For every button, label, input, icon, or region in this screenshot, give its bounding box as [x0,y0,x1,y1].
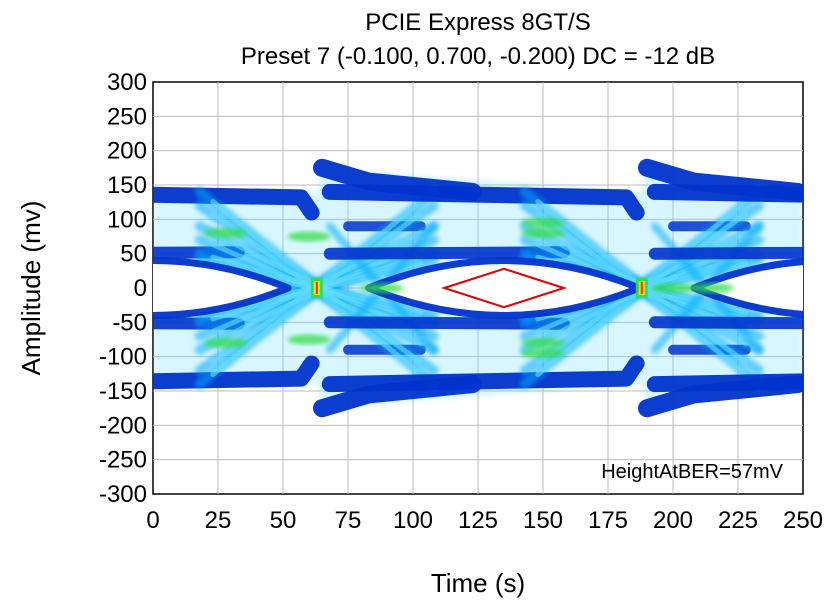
eye-hotspot-118 [690,283,734,293]
x-tick-label-2: 50 [270,507,297,534]
eye-hotspot-109 [203,228,248,239]
eye-hotspot-115 [521,217,565,228]
y-tick-label-5: 50 [120,241,147,268]
y-tick-label-11: -250 [99,447,147,474]
x-tick-labels: 0 25 50 75 100 125 150 175 200 225 250 [146,507,823,534]
x-tick-label-5: 125 [458,507,498,534]
eye-mask [440,267,568,309]
eye-trace-70 [646,373,803,393]
eye-trace-74 [648,316,803,330]
y-tick-label-7: -50 [112,309,147,336]
eye-mask-diamond [440,267,568,309]
eye-trace-104 [153,257,292,319]
y-tick-label-1: 250 [107,103,147,130]
y-tick-labels: 300 250 200 150 100 50 0 -50 -100 -150 -200 -250 -30… [99,69,147,508]
y-tick-label-4: 100 [107,206,147,233]
eye-hotspot-111 [287,231,331,242]
chart-subtitle: Preset 7 (-0.100, 0.700, -0.200) DC = -1… [241,43,715,70]
x-tick-label-3: 75 [335,507,362,534]
eye-trace-35 [321,183,645,221]
y-tick-label-0: 300 [107,69,147,96]
eye-height-annotation: HeightAtBER=57mV [601,461,783,483]
y-tick-label-12: -300 [99,481,147,508]
x-tick-label-8: 200 [653,507,693,534]
x-axis-label: Time (s) [431,568,525,598]
eye-traces [153,158,803,418]
eye-fill-105 [368,260,640,316]
y-tick-label-6: 0 [134,275,147,302]
x-tick-label-1: 25 [205,507,232,534]
eye-hotspot-119 [359,283,404,293]
x-tick-label-4: 100 [393,507,433,534]
x-tick-label-0: 0 [146,507,159,534]
x-tick-label-10: 250 [783,507,823,534]
y-tick-label-10: -200 [99,412,147,439]
y-tick-label-9: -150 [99,378,147,405]
eye-fill-103 [153,260,289,316]
eye-hotspot-116 [521,348,565,359]
eye-trace-73 [648,246,803,260]
eye-trace-36 [321,355,645,393]
eye-hotspot-114 [521,337,565,348]
x-tick-label-9: 225 [718,507,758,534]
eye-trace-69 [646,183,803,203]
eye-hotspot-113 [521,228,565,239]
eye-hotspot-112 [287,334,331,345]
chart-title: PCIE Express 8GT/S [365,9,590,36]
y-axis-label: Amplitude (mv) [16,201,46,376]
eye-trace-1 [153,186,320,221]
eye-trace-2 [153,355,320,390]
y-tick-label-2: 200 [107,138,147,165]
y-tick-label-3: 150 [107,172,147,199]
eye-hotspot-117 [651,283,695,293]
x-tick-label-6: 150 [523,507,563,534]
x-tick-label-7: 175 [588,507,628,534]
y-tick-label-8: -100 [99,344,147,371]
eye-fill-107 [693,261,803,315]
eye-hotspot-110 [203,337,248,348]
eye-trace-108 [690,258,803,318]
